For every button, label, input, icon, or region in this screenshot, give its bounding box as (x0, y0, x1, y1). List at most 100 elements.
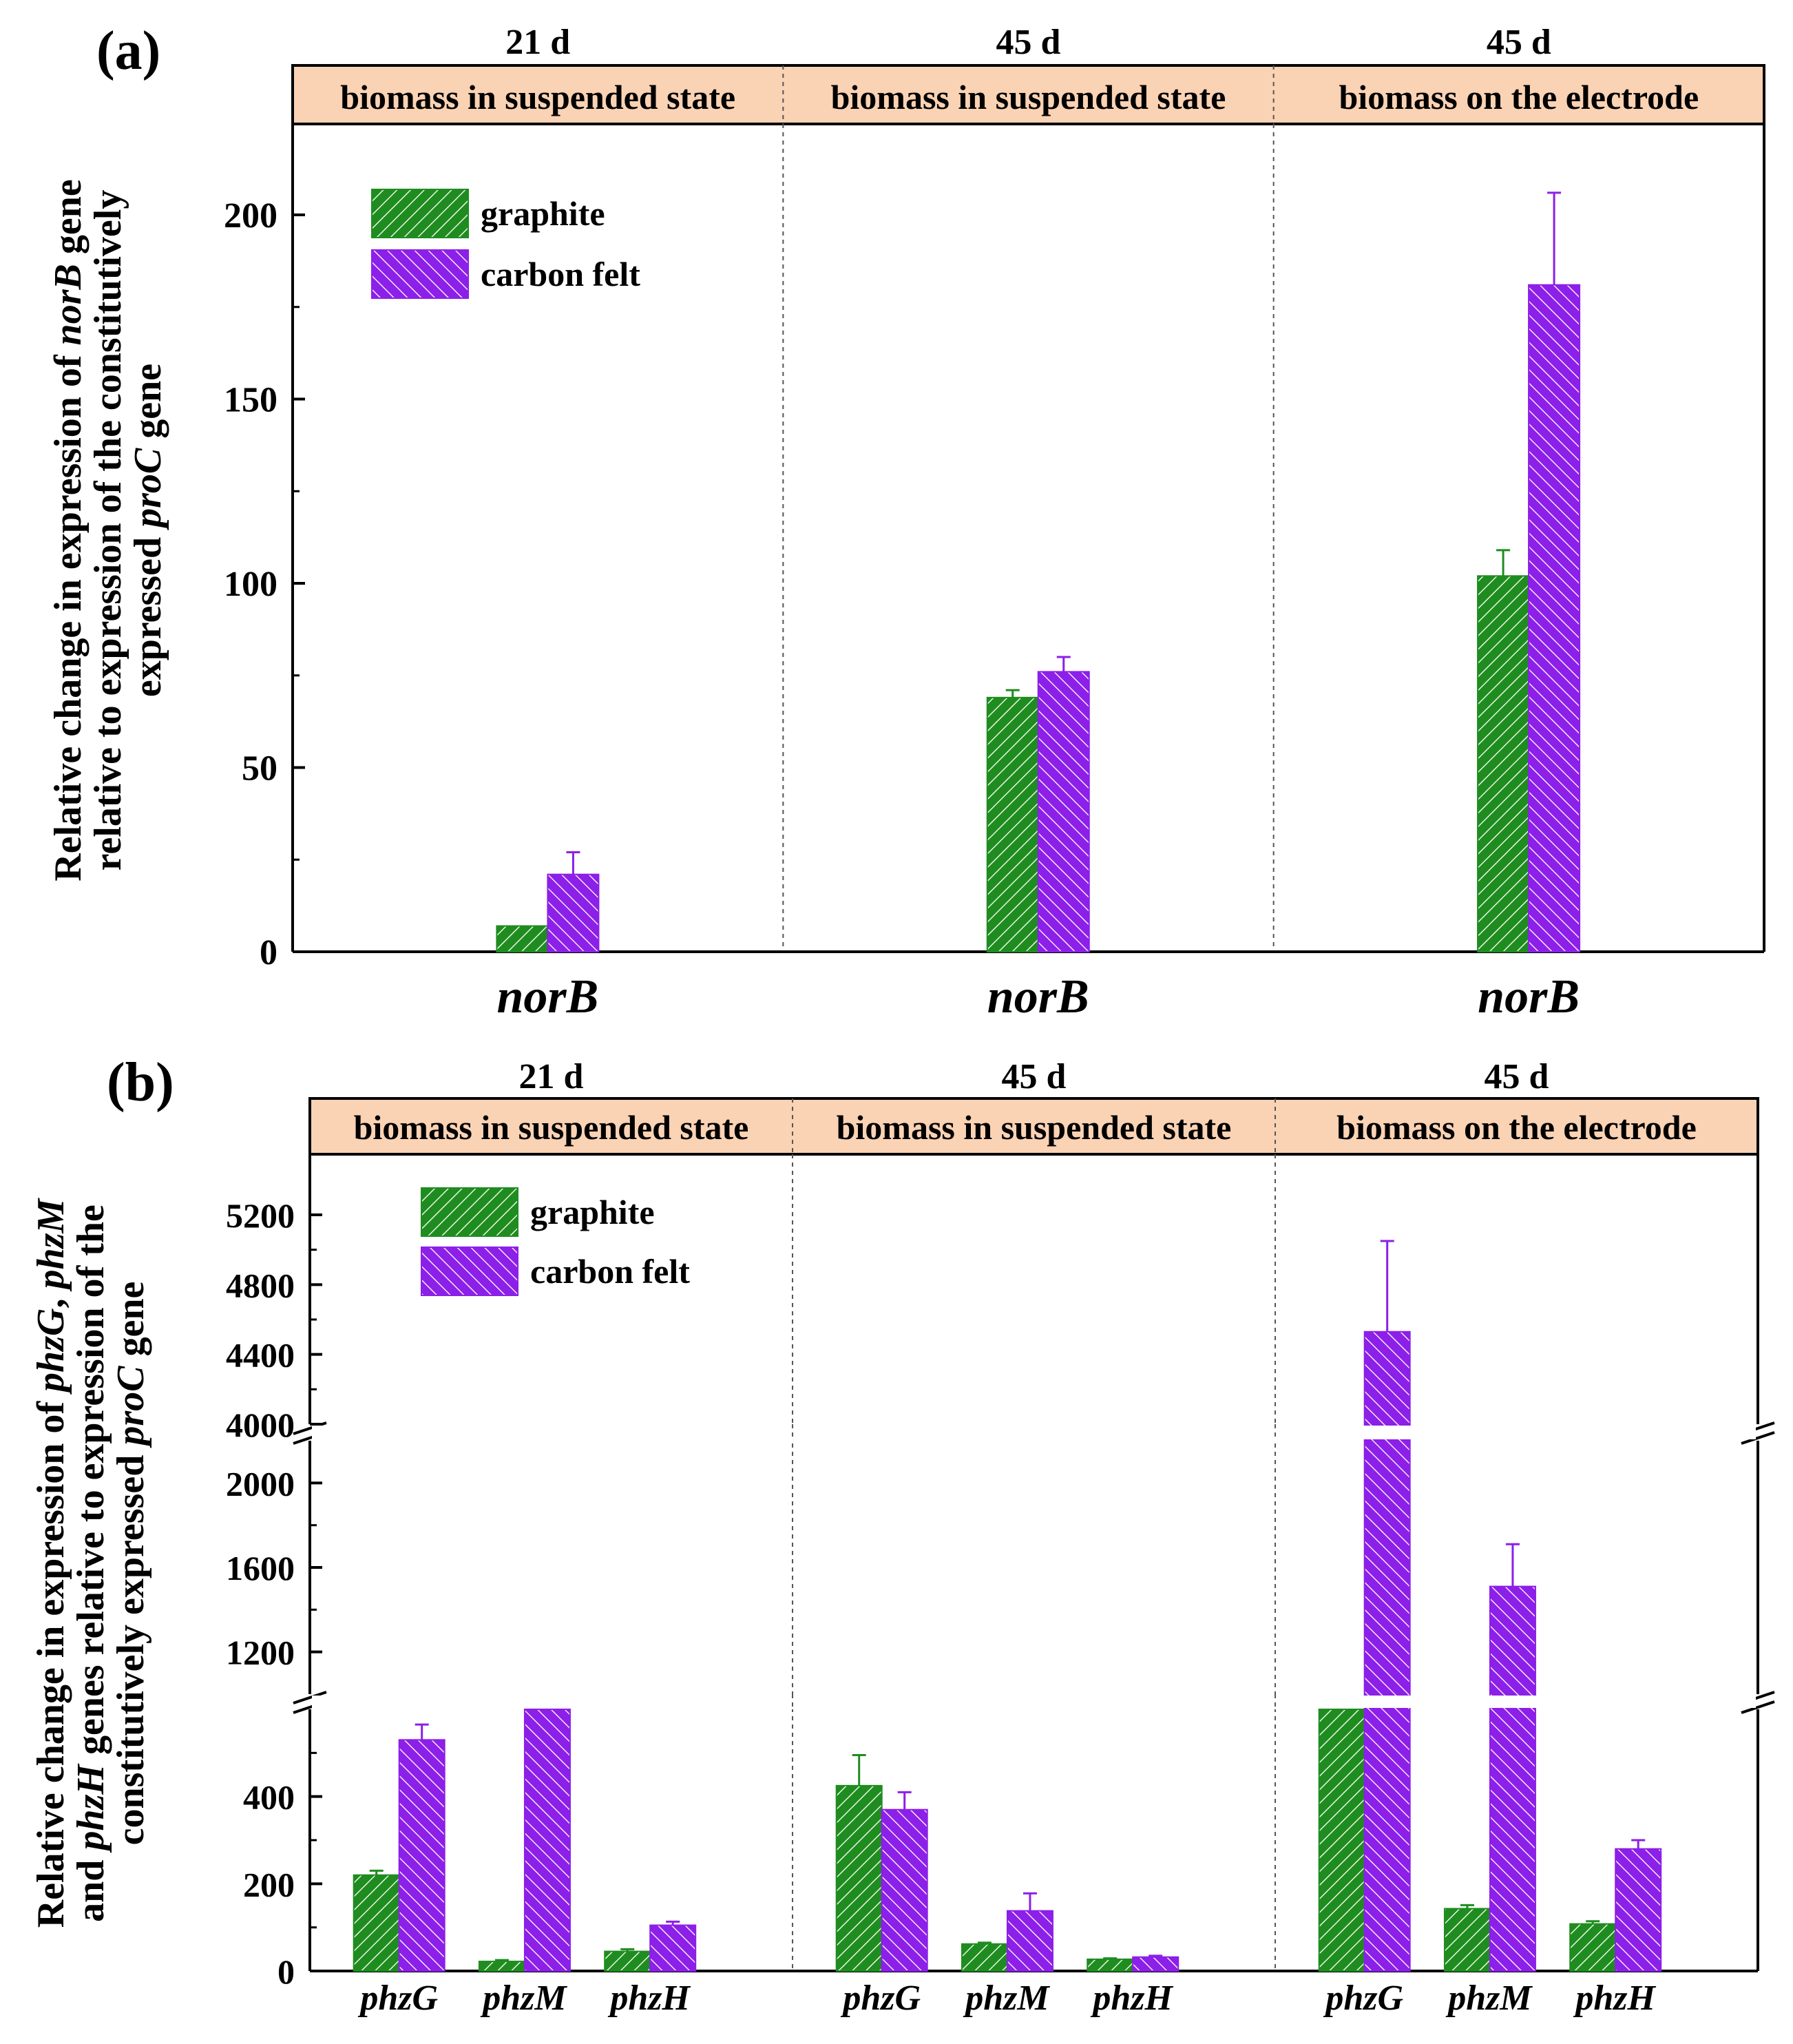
x-tick-label: phzH (1090, 1979, 1173, 2018)
bar-carbon-felt (1132, 1956, 1179, 1972)
x-tick-label: phzG (357, 1979, 438, 2018)
legend: graphite carbon felt (371, 189, 640, 299)
y-axis-label-line3: constitutively expressed proC gene (109, 1282, 152, 1846)
y-axis-label: Relative change in expression of norB ge… (47, 179, 169, 881)
legend-swatch-graphite (371, 189, 469, 238)
group-header: biomass in suspended state (354, 1108, 749, 1147)
y-axis-label: Relative change in expression of phzG, p… (30, 1198, 152, 1928)
bar-graphite (986, 696, 1039, 952)
y-axis-label-part: and (70, 1850, 112, 1922)
axis-break-mark (1741, 1431, 1775, 1445)
y-tick-label: 2000 (226, 1464, 295, 1503)
bar-carbon-felt (547, 873, 600, 953)
y-tick-label: 4400 (226, 1336, 295, 1375)
y-tick-label: 4800 (226, 1266, 295, 1304)
bar-break-gap (312, 1696, 1756, 1708)
y-axis-label-part: genes relative to expression of the (70, 1204, 112, 1764)
y-axis-label-part: phzM (30, 1198, 72, 1292)
y-tick-label: 1200 (226, 1634, 295, 1672)
y-axis-label-line1: Relative change in expression of phzG, p… (30, 1198, 72, 1928)
panel-a-label: (a) (96, 21, 160, 81)
time-label: 45 d (996, 23, 1061, 62)
y-tick-label: 100 (224, 565, 277, 604)
x-tick-label: norB (987, 970, 1089, 1023)
bar-graphite (496, 925, 549, 953)
bar-carbon-felt (881, 1808, 928, 1972)
bar-graphite (961, 1943, 1008, 1972)
legend-swatch-carbon_felt (421, 1247, 518, 1296)
y-axis-label-part: phzH (70, 1764, 112, 1853)
bar-carbon-felt (1489, 1585, 1536, 1972)
y-axis-label-part: norB (47, 264, 90, 345)
time-label: 21 d (519, 1057, 584, 1096)
y-axis-label-lines: Relative change in expression of phzG, p… (30, 1198, 152, 1928)
legend-swatch-carbon_felt (371, 249, 469, 299)
y-axis-label-line2: and phzH genes relative to expression of… (70, 1204, 112, 1922)
y-tick-label: 200 (243, 1865, 295, 1904)
group-headers: biomass in suspended state biomass in sus… (291, 64, 1765, 125)
legend-label-graphite: graphite (530, 1193, 655, 1231)
panel-b: (b) 21 d 45 d 45 d biomass in suspended st… (30, 1052, 1779, 2018)
bar-graphite (604, 1950, 651, 1972)
y-axis-label-part: , (30, 1289, 72, 1308)
bar-carbon-felt (398, 1739, 445, 1972)
y-axis-label-part: gene (47, 179, 90, 264)
plot-area: graphite carbon felt phzG phzM phzH phzG phzM p… (226, 1154, 1779, 2018)
time-labels: 21 d 45 d 45 d (505, 23, 1551, 62)
y-tick-label: 50 (242, 749, 277, 789)
group-header: biomass in suspended state (831, 78, 1226, 116)
bar-carbon-felt (1615, 1848, 1662, 1972)
bar-graphite (1087, 1958, 1134, 1972)
y-tick-label: 5200 (226, 1196, 295, 1235)
y-axis-label-line3: expressed proC gene (127, 364, 169, 697)
x-tick-label: phzM (480, 1979, 567, 2018)
time-labels: 21 d 45 d 45 d (519, 1057, 1549, 1096)
y-tick-label: 200 (224, 196, 277, 236)
y-axis-label-part: proC (127, 448, 169, 530)
bar-carbon-felt (1006, 1910, 1053, 1972)
header-band (291, 64, 1765, 125)
bar-graphite (353, 1874, 400, 1972)
bar-graphite (478, 1961, 525, 1972)
bar-carbon-felt (1528, 284, 1581, 952)
axis-break-mark (293, 1691, 327, 1704)
time-label: 45 d (1487, 23, 1551, 62)
x-tick-label: norB (1478, 970, 1580, 1023)
y-tick-label: 400 (243, 1778, 295, 1817)
time-label: 45 d (1002, 1057, 1067, 1096)
y-axis-label-part: Relative change in expression of (30, 1392, 72, 1928)
x-tick-label: phzM (963, 1979, 1050, 2018)
time-label: 45 d (1485, 1057, 1549, 1096)
legend-label-graphite: graphite (481, 194, 605, 233)
x-tick-label: norB (496, 970, 598, 1023)
y-axis-label-line1: Relative change in expression of norB ge… (47, 179, 90, 881)
y-tick-label: 150 (224, 381, 277, 420)
legend-swatch-graphite (421, 1187, 518, 1237)
y-axis-label-part: phzG (30, 1308, 72, 1395)
bar-graphite (1318, 1709, 1365, 1972)
bar-carbon-felt (649, 1924, 697, 1972)
x-tick-label: phzM (1445, 1979, 1533, 2018)
y-axis-label-part: gene (109, 1282, 152, 1366)
x-tick-label: phzG (840, 1979, 921, 2018)
y-tick-label: 1600 (226, 1549, 295, 1587)
x-tick-label: phzH (1573, 1979, 1656, 2018)
y-axis-label-part: Relative change in expression of (47, 345, 90, 881)
bar-graphite (1477, 575, 1530, 952)
header-band (308, 1097, 1759, 1156)
y-tick-label: 0 (260, 933, 277, 972)
y-axis-label-part: expressed (127, 528, 169, 697)
group-header: biomass on the electrode (1339, 78, 1699, 116)
y-axis-label-lines: Relative change in expression of norB ge… (47, 179, 169, 881)
time-label: 21 d (505, 23, 570, 62)
panel-a: (a) 21 d 45 d 45 d biomass in suspended st… (47, 21, 1765, 1023)
axis-break-mark (1741, 1700, 1775, 1714)
legend-label-carbon_felt: carbon felt (530, 1252, 690, 1291)
x-tick-label: phzG (1323, 1979, 1403, 2018)
y-tick-label: 4000 (226, 1406, 295, 1444)
plot-area: graphite carbon felt 0 50 100 150 200 norB norB n… (224, 124, 1765, 1023)
y-axis-label-part: gene (127, 364, 169, 448)
bar-carbon-felt (1037, 671, 1090, 953)
legend-label-carbon_felt: carbon felt (481, 255, 640, 293)
group-header: biomass on the electrode (1336, 1108, 1697, 1147)
